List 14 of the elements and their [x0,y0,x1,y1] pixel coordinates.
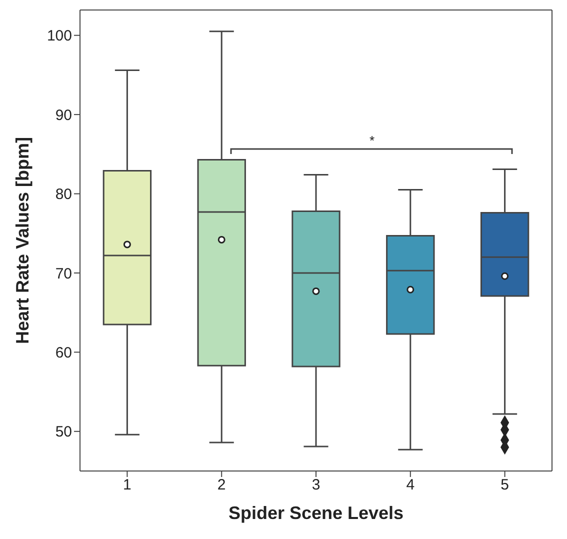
x-tick-label: 5 [500,476,509,494]
y-tick-label: 50 [55,424,72,441]
x-tick-label: 1 [123,476,132,494]
y-tick-label: 80 [55,186,72,204]
x-tick-label: 4 [406,476,415,494]
y-axis-title: Heart Rate Values [bpm] [12,136,32,344]
y-tick-label: 60 [55,344,72,362]
x-tick-label: 2 [217,476,226,494]
y-tick-label: 70 [55,265,72,282]
y-tick-label: 90 [55,106,72,124]
annotation: * [369,133,375,148]
x-tick-label: 3 [312,476,320,494]
x-axis-title: Spider Scene Levels [228,503,404,523]
y-tick-label: 100 [46,28,72,45]
